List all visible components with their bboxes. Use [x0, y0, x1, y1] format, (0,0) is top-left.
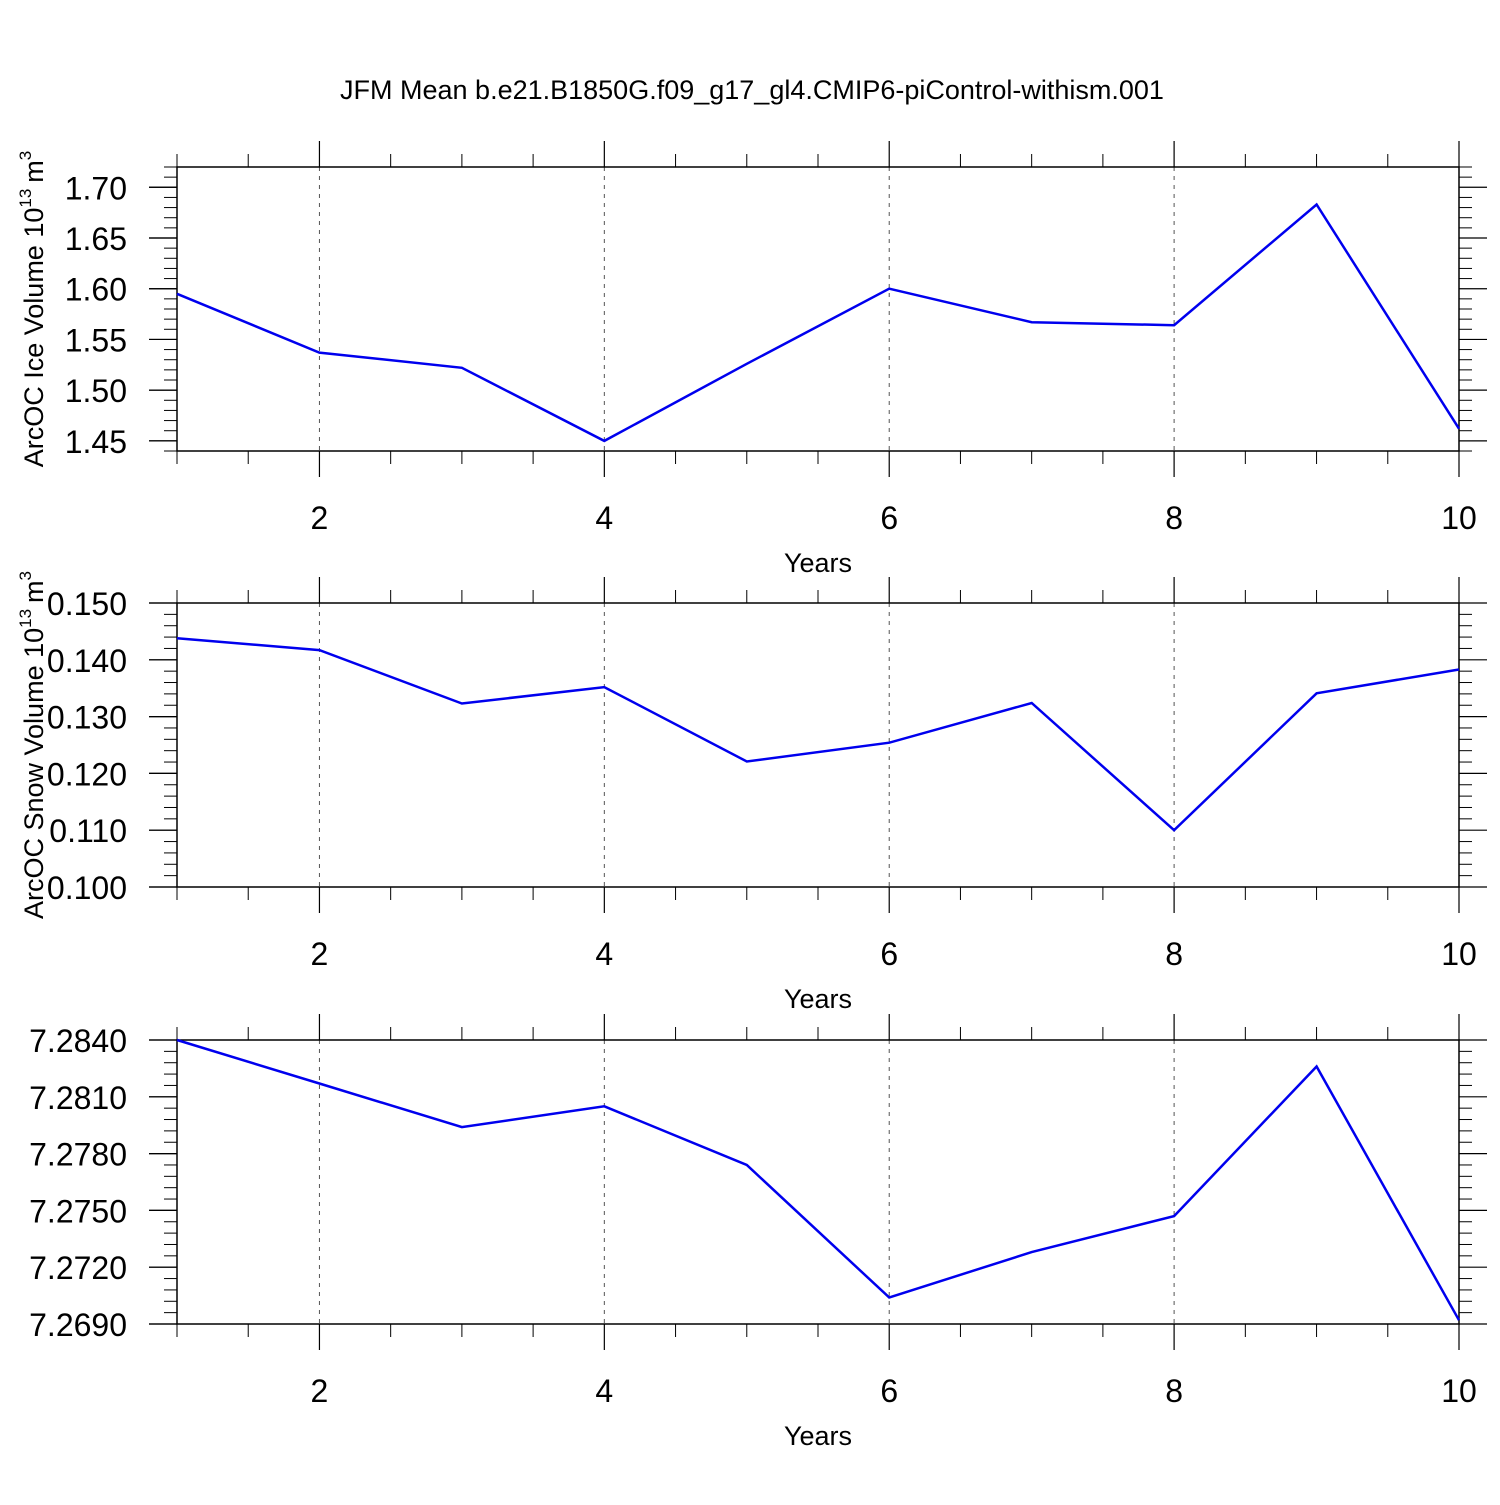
y-axis-label: ArcOC Ice Volume 1013 m3	[16, 151, 49, 468]
y-axis-label-text: ArcOC Ice Volume 10	[19, 208, 49, 468]
y-tick-label: 0.150	[47, 586, 127, 622]
y-tick-label: 1.65	[65, 221, 127, 257]
y-tick-label: 7.2750	[29, 1193, 127, 1229]
x-axis-label: Years	[784, 548, 852, 578]
y-tick-label: 0.130	[47, 700, 127, 736]
x-tick-label: 10	[1441, 500, 1477, 536]
x-tick-label: 10	[1441, 936, 1477, 972]
y-tick-label: 0.140	[47, 643, 127, 679]
x-tick-label: 4	[595, 500, 613, 536]
y-axis-label-unit-exponent: 3	[16, 571, 35, 580]
chart-panels: 1.45 1.50 1.55 1.60 1.65 1.70 2 4 6 8 10 Years ArcOC…	[16, 141, 1487, 1451]
y-tick-label: 7.2840	[29, 1023, 127, 1059]
series-line	[176, 202, 1461, 443]
chart-panel-2: 0.100 0.110 0.120 0.130 0.140 0.150 2 4 6 8 10 Year…	[16, 571, 1487, 1014]
x-axis-label: Years	[784, 1421, 852, 1451]
x-tick-label: 6	[880, 1373, 898, 1409]
x-tick-label: 6	[880, 500, 898, 536]
x-tick-label: 2	[311, 1373, 329, 1409]
y-tick-label: 7.2690	[29, 1307, 127, 1343]
y-tick-label: 7.2720	[29, 1250, 127, 1286]
y-tick-label: 1.70	[65, 170, 127, 206]
y-tick-label: 0.110	[49, 813, 127, 849]
y-axis-label-exponent: 13	[16, 189, 35, 208]
series-line	[176, 1038, 1461, 1321]
chart-panel-3: 7.2690 7.2720 7.2750 7.2780 7.2810 7.2840 2 4 6 8…	[29, 1014, 1487, 1451]
y-axis-label-unit-exponent: 3	[16, 151, 35, 160]
chart-panel-1: 1.45 1.50 1.55 1.60 1.65 1.70 2 4 6 8 10 Years ArcOC…	[16, 141, 1487, 578]
y-tick-label: 7.2810	[29, 1080, 127, 1116]
y-axis-label-text: ArcOC Snow Volume 10	[19, 628, 49, 919]
x-tick-label: 6	[880, 936, 898, 972]
y-tick-label: 0.120	[47, 756, 127, 792]
y-tick-label: 1.60	[65, 272, 127, 308]
x-tick-label: 4	[595, 1373, 613, 1409]
x-tick-label: 10	[1441, 1373, 1477, 1409]
y-tick-label: 1.50	[65, 373, 127, 409]
y-tick-label: 1.45	[65, 424, 127, 460]
x-axis-label: Years	[784, 984, 852, 1014]
x-tick-label: 2	[311, 500, 329, 536]
x-tick-label: 8	[1165, 936, 1183, 972]
y-tick-label: 0.100	[47, 870, 127, 906]
y-tick-label: 7.2780	[29, 1137, 127, 1173]
x-tick-label: 2	[311, 936, 329, 972]
y-axis-label-exponent: 13	[16, 609, 35, 628]
y-axis-label-unit: m	[19, 580, 49, 603]
figure-title: JFM Mean b.e21.B1850G.f09_g17_gl4.CMIP6-…	[340, 75, 1164, 105]
x-tick-label: 8	[1165, 500, 1183, 536]
plot-frame	[176, 1039, 1460, 1325]
plot-frame	[176, 602, 1460, 888]
series-line	[176, 636, 1460, 832]
x-tick-label: 4	[595, 936, 613, 972]
x-tick-label: 8	[1165, 1373, 1183, 1409]
y-tick-label: 1.55	[65, 322, 127, 358]
y-axis-label-unit: m	[19, 160, 49, 183]
y-axis-label: ArcOC Snow Volume 1013 m3	[16, 571, 49, 919]
plot-frame	[176, 166, 1460, 452]
